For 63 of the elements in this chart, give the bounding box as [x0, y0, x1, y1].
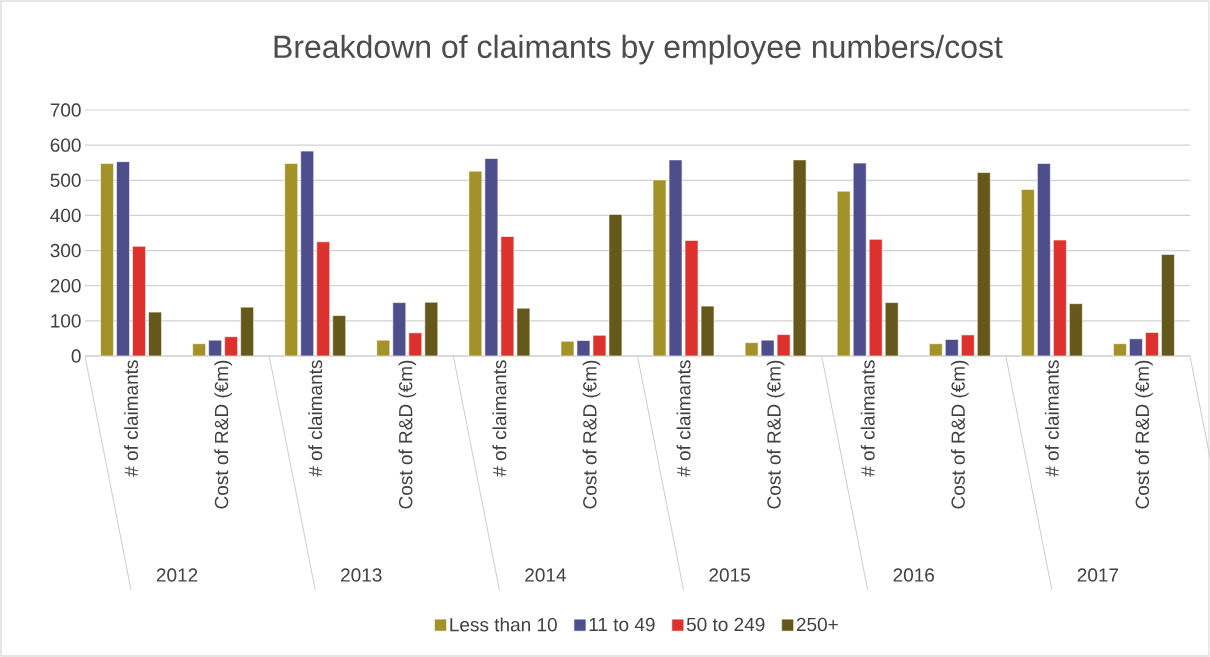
y-tick-label: 600	[50, 138, 81, 152]
x-tick-label: # of claimants	[308, 360, 323, 477]
text: 2016	[893, 568, 935, 582]
x-tick-label: Cost of R&D (€m)	[398, 360, 417, 509]
x-tick-label: # of claimants	[860, 360, 875, 477]
bar	[976, 172, 991, 357]
y-tick-label: 200	[50, 278, 81, 293]
y-tick-label: 100	[51, 314, 81, 328]
bar	[408, 332, 423, 357]
text: 2015	[709, 568, 750, 582]
y-tick-label: 700	[50, 103, 81, 117]
bar	[376, 339, 391, 357]
bar	[148, 311, 162, 357]
bar	[192, 343, 206, 357]
bar	[116, 161, 130, 357]
bar	[1021, 189, 1035, 357]
bar	[868, 239, 883, 357]
bar	[1069, 303, 1083, 357]
y-tick-label: 500	[50, 173, 81, 188]
bar	[836, 190, 851, 357]
x-tick-label: # of claimants	[676, 360, 691, 477]
text: 2012	[156, 568, 198, 582]
x-tick-label: Cost of R&D (€m)	[950, 360, 969, 509]
bar	[284, 163, 299, 357]
bar	[1161, 254, 1175, 357]
text: 2014	[525, 568, 566, 582]
bar	[852, 162, 867, 357]
chart-title: Breakdown of claimants by employee numbers/cost	[274, 34, 1003, 65]
legend-label: Less than 10	[450, 617, 557, 632]
y-tick-label: 400	[50, 208, 81, 223]
bar	[960, 334, 975, 357]
text: 2017	[1077, 568, 1119, 582]
y-tick-label: 0	[71, 349, 81, 363]
bar	[316, 241, 331, 357]
x-tick-label: Cost of R&D (€m)	[1135, 360, 1153, 509]
bar	[884, 302, 899, 357]
text: 2013	[341, 568, 382, 582]
x-tick-label: Cost of R&D (€m)	[766, 360, 785, 509]
bar	[208, 339, 222, 357]
legend-label: 11 to 49	[589, 617, 655, 632]
legend-label: 50 to 249	[686, 617, 765, 632]
y-tick-label: 300	[50, 243, 81, 258]
x-tick-label: Cost of R&D (€m)	[582, 360, 601, 509]
bar	[424, 301, 439, 357]
bar	[224, 336, 238, 357]
bar	[392, 302, 407, 357]
bar	[1037, 163, 1051, 357]
bar	[132, 246, 146, 357]
x-tick-label: # of claimants	[124, 360, 139, 477]
bar	[100, 163, 114, 357]
bar	[1113, 343, 1127, 357]
legend-label: 250+	[796, 617, 838, 632]
bar	[928, 343, 943, 357]
bar	[240, 306, 254, 357]
bar	[1129, 338, 1143, 357]
bar	[1053, 239, 1067, 357]
bar	[1145, 332, 1159, 357]
x-tick-label: # of claimants	[1044, 360, 1059, 477]
x-tick-label: Cost of R&D (€m)	[214, 360, 232, 509]
x-tick-label: # of claimants	[492, 360, 507, 477]
bar	[300, 150, 315, 357]
bar	[944, 339, 959, 357]
bar	[332, 315, 347, 357]
